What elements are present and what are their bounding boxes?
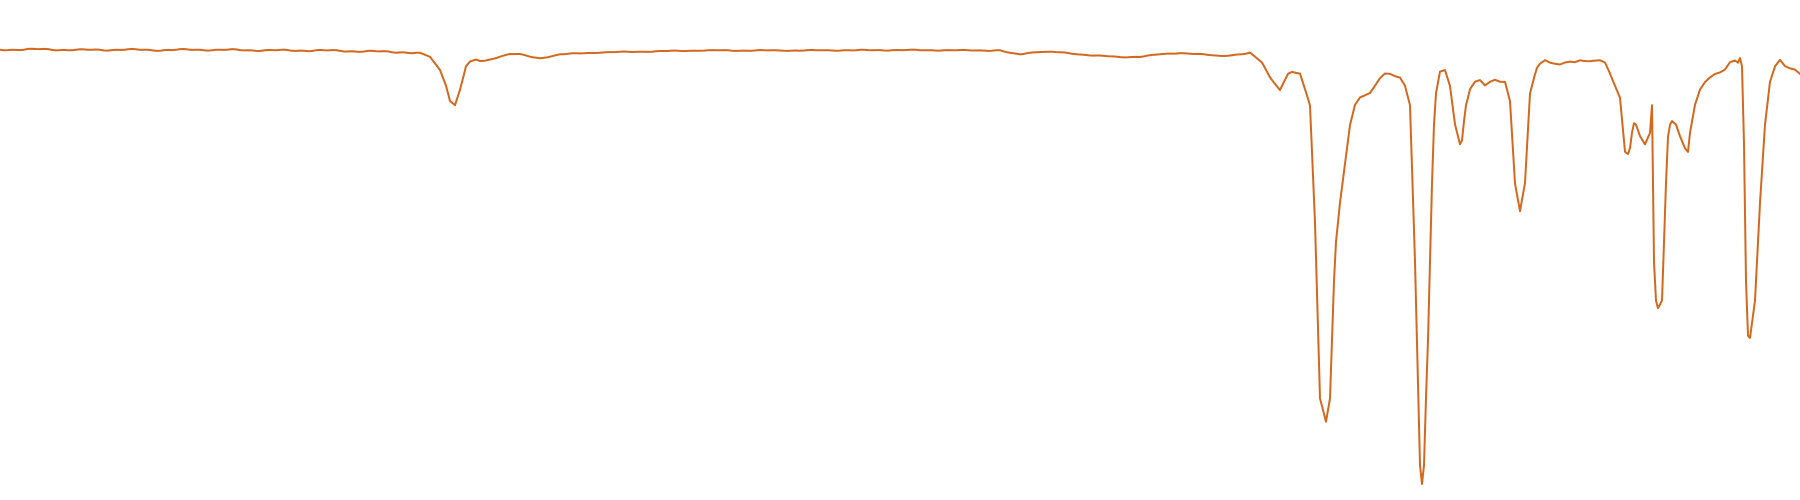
series-line-1 xyxy=(0,47,1800,485)
series-layer xyxy=(0,47,1800,485)
